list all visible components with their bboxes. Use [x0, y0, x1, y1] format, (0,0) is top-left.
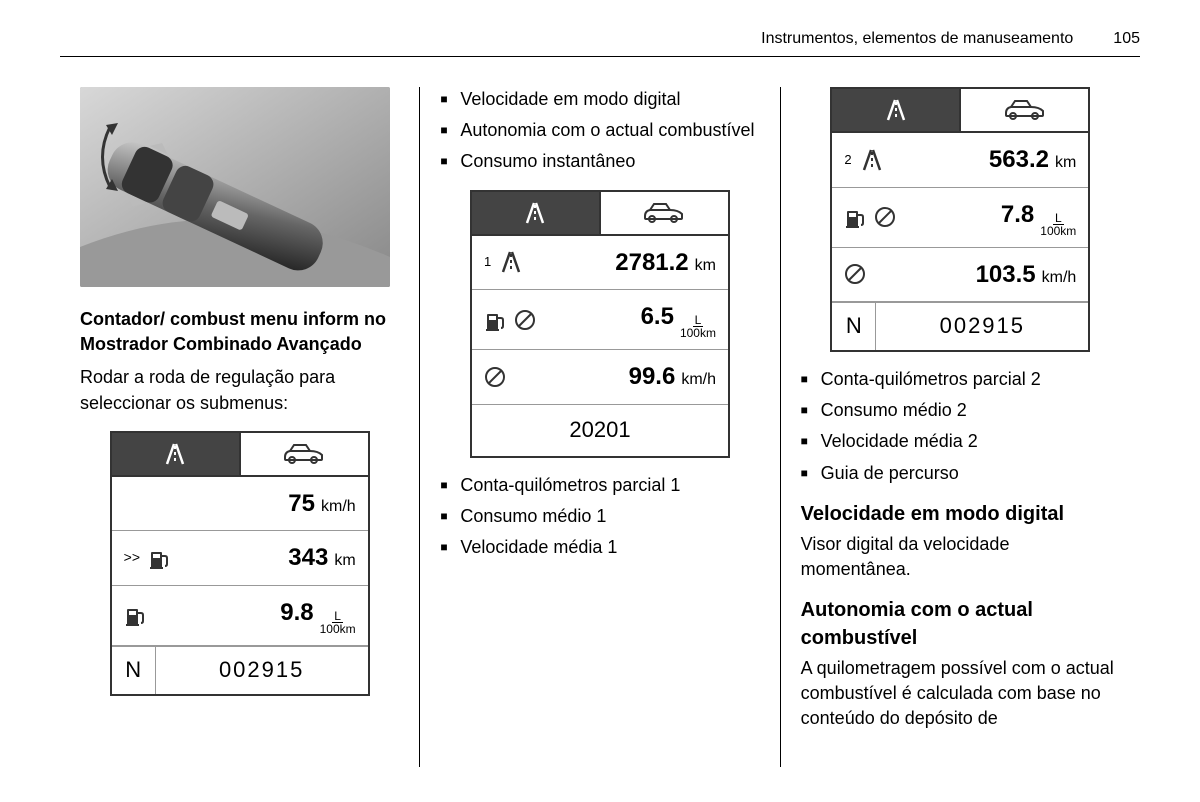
sub1-body: Visor digital da velocidade momentânea. — [801, 532, 1120, 582]
tab-car — [599, 192, 728, 234]
car-icon — [640, 201, 688, 225]
avg-icon — [514, 309, 536, 331]
avgspeed1-value: 99.6 — [629, 360, 676, 394]
car-icon — [280, 442, 328, 466]
avgcons2-unit-bot: 100km — [1040, 225, 1076, 237]
content-columns: Contador/ combust menu inform no Mostrad… — [60, 87, 1140, 767]
row-trip2: 2 563.2 km — [832, 133, 1088, 188]
header-title: Instrumentos, elementos de manuseamento — [761, 30, 1073, 48]
bullet: Conta-quilómetros parcial 1 — [440, 473, 759, 498]
trip2-value: 563.2 — [989, 143, 1049, 177]
row-avgspeed2: 103.5 km/h — [832, 248, 1088, 303]
page-header: Instrumentos, elementos de manuseamento … — [60, 30, 1140, 48]
avgcons2-value: 7.8 — [1001, 198, 1034, 232]
avgcons1-unit-bot: 100km — [680, 327, 716, 339]
avgcons2-unit-top: L — [1053, 212, 1064, 225]
subhead-2: Autonomia com o actual combustível — [801, 596, 1120, 652]
avgcons1-value: 6.5 — [641, 300, 674, 334]
row-inst-cons: 9.8 L100km — [112, 586, 368, 646]
road-icon — [163, 442, 187, 466]
avg-icon — [874, 206, 896, 228]
column-1: Contador/ combust menu inform no Mostrad… — [60, 87, 419, 767]
subhead-1: Velocidade em modo digital — [801, 500, 1120, 528]
display-tabs — [832, 89, 1088, 133]
speed-unit: km/h — [321, 496, 356, 518]
avgspeed2-unit: km/h — [1042, 267, 1077, 289]
header-divider — [60, 56, 1140, 57]
avg-icon — [844, 263, 866, 285]
row-trip1: 1 2781.2 km — [472, 236, 728, 291]
avgspeed1-unit: km/h — [681, 369, 716, 391]
inst-value: 9.8 — [280, 596, 313, 630]
speed-value: 75 — [288, 487, 315, 521]
bullets-bottom: Conta-quilómetros parcial 1 Consumo médi… — [440, 473, 759, 561]
bullets-top: Velocidade em modo digital Autonomia com… — [440, 87, 759, 175]
pump-icon — [484, 308, 506, 332]
inst-unit-top: L — [332, 610, 343, 623]
row-total: 20201 — [472, 405, 728, 456]
road-icon — [884, 98, 908, 122]
bullet: Velocidade média 1 — [440, 535, 759, 560]
row-odo: N 002915 — [832, 302, 1088, 350]
range-unit: km — [334, 550, 355, 572]
column-2: Velocidade em modo digital Autonomia com… — [419, 87, 779, 767]
trip1-value: 2781.2 — [615, 246, 688, 280]
display-tabs — [112, 433, 368, 477]
bullet: Velocidade média 2 — [801, 429, 1120, 454]
inst-unit-bot: 100km — [320, 623, 356, 635]
trip2-unit: km — [1055, 152, 1076, 174]
display-panel-1: 75 km/h >> 343 km 9.8 L100km N 002915 — [110, 431, 370, 696]
avgspeed2-value: 103.5 — [976, 258, 1036, 292]
intro-para: Rodar a roda de regulação para seleccion… — [80, 365, 399, 415]
odo-val: 002915 — [876, 303, 1088, 350]
road-icon — [523, 201, 547, 225]
column-3: 2 563.2 km 7.8 L100km 103.5 km/h N 002915 C… — [780, 87, 1140, 767]
bullet: Velocidade em modo digital — [440, 87, 759, 112]
control-stalk-photo — [80, 87, 390, 287]
display-tabs — [472, 192, 728, 236]
bullet: Conta-quilómetros parcial 2 — [801, 367, 1120, 392]
range-prefix: >> — [124, 548, 140, 568]
row-avgcons2: 7.8 L100km — [832, 188, 1088, 248]
range-value: 343 — [288, 541, 328, 575]
tab-road-active — [832, 89, 959, 131]
display-panel-2: 1 2781.2 km 6.5L100km 99.6km/h 20201 — [470, 190, 730, 458]
pump-icon — [148, 546, 170, 570]
row-speed: 75 km/h — [112, 477, 368, 532]
row-avgcons1: 6.5L100km — [472, 290, 728, 350]
road-icon — [860, 148, 884, 172]
bullets-col3: Conta-quilómetros parcial 2 Consumo médi… — [801, 367, 1120, 486]
row-odo: N 002915 — [112, 646, 368, 694]
odo-n: N — [832, 303, 876, 350]
photo-caption: Contador/ combust menu inform no Mostrad… — [80, 307, 399, 357]
tab-road-active — [112, 433, 239, 475]
odo-val: 002915 — [156, 647, 368, 694]
row-range: >> 343 km — [112, 531, 368, 586]
car-icon — [1001, 98, 1049, 122]
pump-icon — [124, 603, 146, 627]
tab-car — [959, 89, 1088, 131]
road-icon — [499, 250, 523, 274]
odo-n: N — [112, 647, 156, 694]
avg-icon — [484, 366, 506, 388]
trip-num: 2 — [844, 151, 851, 169]
row-avgspeed1: 99.6km/h — [472, 350, 728, 405]
bullet: Consumo médio 1 — [440, 504, 759, 529]
trip-num: 1 — [484, 253, 491, 271]
pump-icon — [844, 205, 866, 229]
tab-car — [239, 433, 368, 475]
tab-road-active — [472, 192, 599, 234]
header-page: 105 — [1113, 30, 1140, 48]
sub2-body: A quilometragem possível com o actual co… — [801, 656, 1120, 732]
bullet: Consumo instantâneo — [440, 149, 759, 174]
bullet: Consumo médio 2 — [801, 398, 1120, 423]
bullet: Guia de percurso — [801, 461, 1120, 486]
trip1-unit: km — [695, 255, 716, 277]
display-panel-3: 2 563.2 km 7.8 L100km 103.5 km/h N 002915 — [830, 87, 1090, 352]
bullet: Autonomia com o actual combustível — [440, 118, 759, 143]
